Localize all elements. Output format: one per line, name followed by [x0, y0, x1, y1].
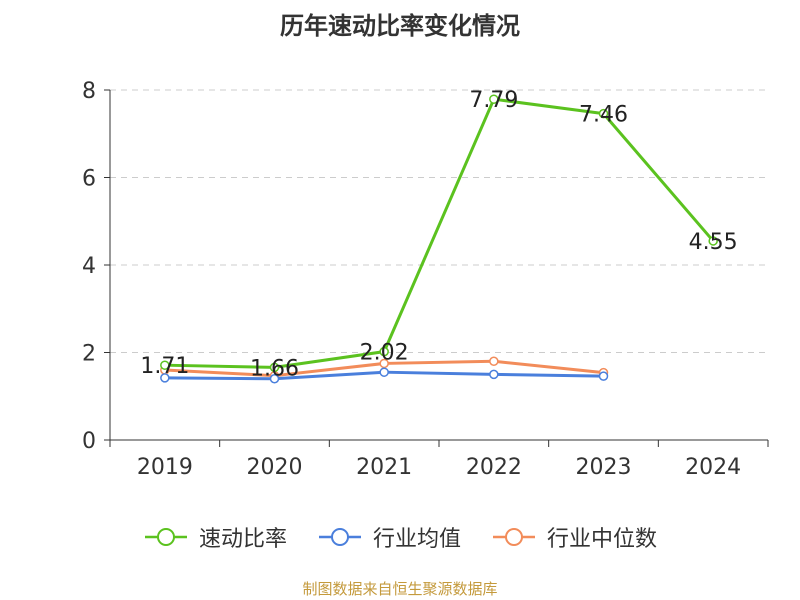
chart-legend: 速动比率 行业均值 行业中位数 [0, 520, 800, 554]
series-0-point-2021[interactable] [379, 346, 389, 357]
legend-label: 行业均值 [372, 527, 461, 552]
series-0-point-2020[interactable] [269, 362, 280, 373]
x-tick-label-2019: 2019 [137, 455, 193, 480]
y-tick-label-4: 8 [82, 79, 96, 104]
series-2-point-2022[interactable] [489, 356, 499, 366]
legend-label: 速动比率 [198, 527, 287, 552]
series-1-point-2022[interactable] [489, 369, 499, 380]
series-0-point-2023[interactable] [598, 108, 609, 119]
x-tick-label-2024: 2024 [685, 455, 741, 480]
x-tick-label-2022: 2022 [466, 455, 522, 480]
legend-swatch-circle [505, 528, 523, 546]
data-label-2024: 4.55 [689, 230, 738, 255]
data-label-2022: 7.79 [469, 88, 518, 113]
series-0-point-2019[interactable] [160, 360, 170, 370]
legend-item-2[interactable]: 行业中位数 [491, 521, 657, 553]
legend-label: 行业中位数 [547, 527, 658, 552]
series-1-point-2021[interactable] [379, 367, 389, 377]
y-tick-label-2: 4 [82, 254, 96, 279]
x-tick-label-2021: 2021 [356, 455, 412, 480]
series-0-point-2024[interactable] [708, 236, 718, 246]
series-1-point-2020[interactable] [269, 374, 280, 384]
legend-line-marker-icon [144, 528, 187, 546]
x-tick-label-2023: 2023 [576, 455, 632, 480]
data-label-2019: 1.71 [140, 354, 189, 379]
series-1-point-2023[interactable] [598, 371, 609, 381]
series-1-point-2019[interactable] [160, 373, 170, 383]
legend-item-1[interactable]: 行业均值 [317, 521, 461, 553]
y-tick-label-0: 0 [82, 429, 96, 454]
data-label-2021: 2.02 [360, 341, 409, 366]
legend-swatch-circle [330, 528, 349, 546]
chart-title: 历年速动比率变化情况 [280, 12, 520, 40]
legend-swatch-circle [156, 528, 175, 546]
x-tick-label-2020: 2020 [247, 455, 303, 480]
series-line-0 [164, 97, 715, 369]
legend-line-marker-icon [493, 528, 535, 546]
legend-line-marker-icon [318, 528, 361, 546]
data-label-2023: 7.46 [579, 103, 628, 128]
y-tick-label-3: 6 [82, 167, 96, 192]
legend-item-0[interactable]: 速动比率 [143, 521, 287, 553]
source-footnote: 制图数据来自恒生聚源数据库 [302, 580, 498, 598]
y-tick-label-1: 2 [82, 342, 96, 367]
series-0-point-2022[interactable] [489, 94, 499, 104]
data-label-2020: 1.66 [250, 356, 299, 381]
